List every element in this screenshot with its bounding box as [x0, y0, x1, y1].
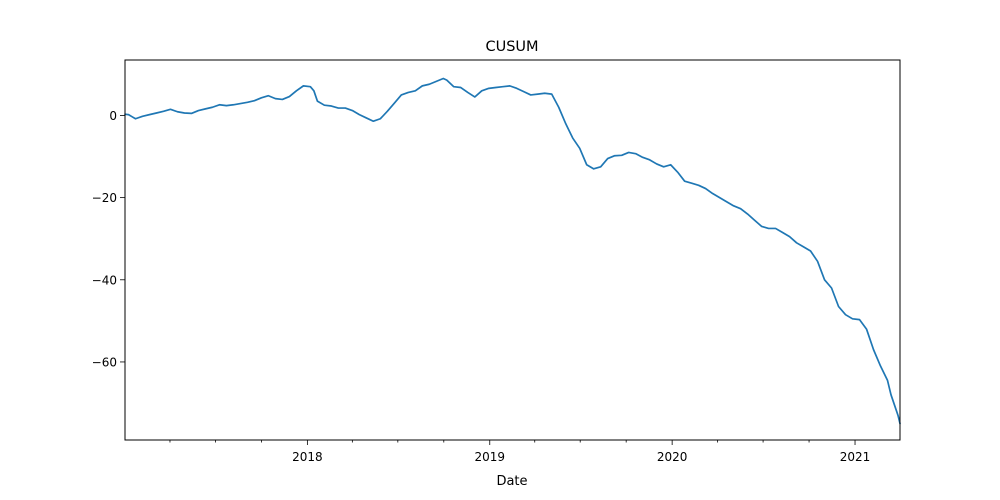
- x-tick-label: 2019: [474, 450, 505, 464]
- x-axis-label: Date: [496, 474, 527, 489]
- y-tick-label: 0: [109, 109, 117, 123]
- plot-area: [124, 59, 901, 441]
- y-tick-label: −20: [92, 191, 117, 205]
- y-tick-label: −40: [92, 273, 117, 287]
- axes-frame: [124, 59, 901, 441]
- y-axis: 0 −20 −40 −60: [92, 109, 125, 369]
- y-tick-label: −60: [92, 355, 117, 369]
- x-tick-label: 2021: [840, 450, 871, 464]
- x-tick-label: 2020: [657, 450, 688, 464]
- chart-title: CUSUM: [485, 39, 538, 55]
- x-axis: 2018 2019 2020 2021: [169, 440, 871, 464]
- x-tick-label: 2018: [292, 450, 323, 464]
- cusum-series-line: [124, 77, 901, 425]
